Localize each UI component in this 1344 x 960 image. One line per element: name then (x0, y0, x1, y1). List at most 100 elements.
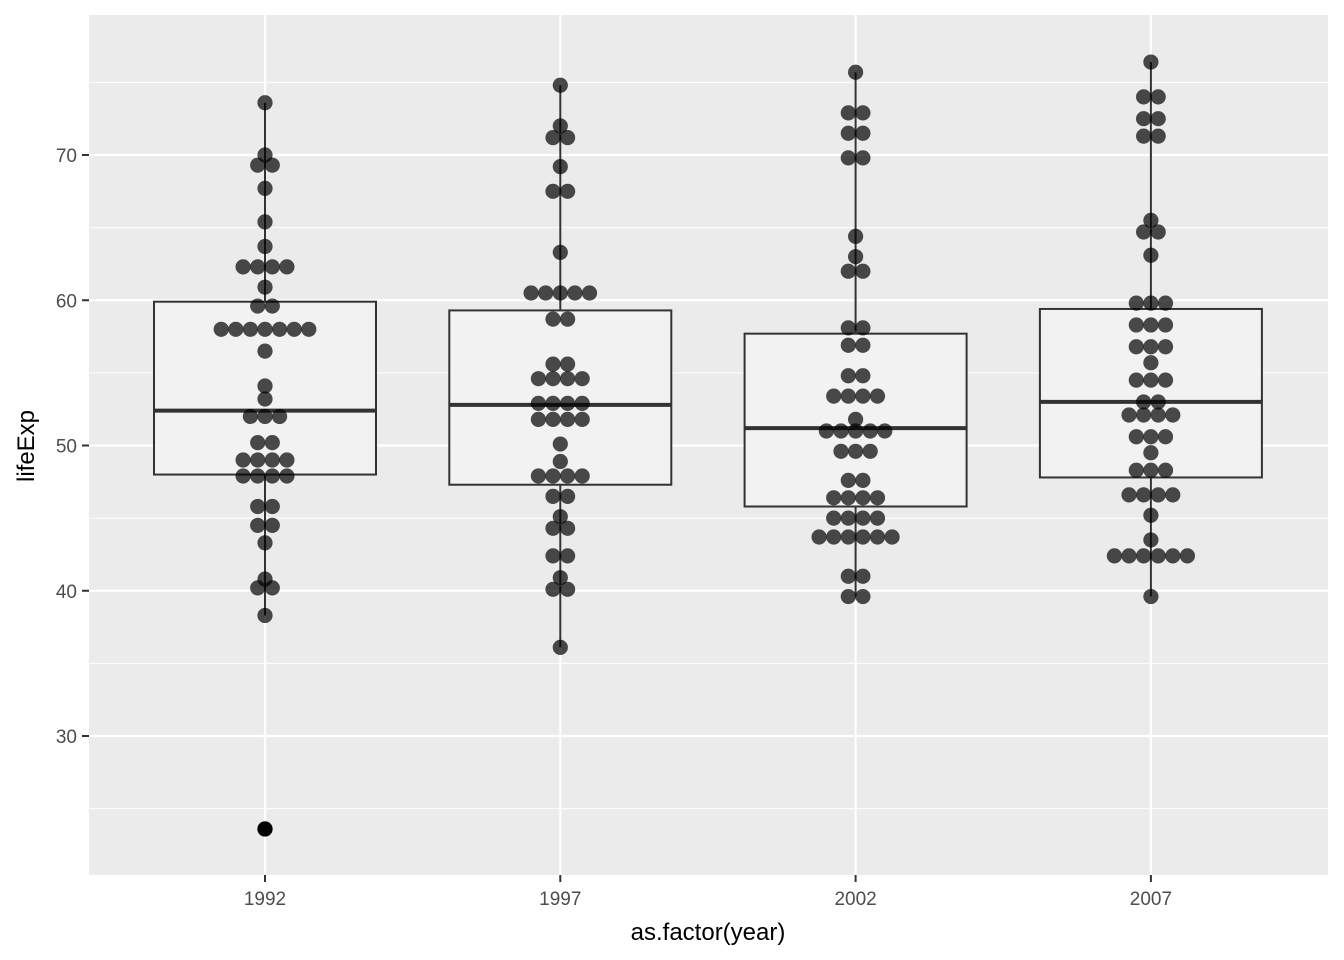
data-point (1136, 548, 1152, 564)
data-point (1157, 295, 1174, 311)
data-point (523, 285, 539, 301)
data-point (257, 321, 273, 337)
data-point (257, 607, 273, 624)
data-point (574, 395, 590, 411)
data-point (1157, 339, 1174, 355)
data-point (818, 423, 835, 439)
data-point (855, 320, 871, 336)
data-point (840, 472, 856, 488)
data-point (1143, 588, 1159, 605)
data-point (545, 371, 561, 387)
data-point (848, 64, 864, 80)
data-point (250, 434, 266, 451)
data-point (560, 411, 576, 427)
data-point (213, 321, 229, 337)
data-point (1150, 487, 1166, 503)
data-point (1143, 54, 1159, 70)
data-point (840, 510, 856, 526)
data-point (279, 468, 295, 484)
data-point (1106, 548, 1122, 564)
data-point (250, 468, 266, 484)
dots-1992 (213, 95, 317, 837)
data-point (257, 378, 273, 394)
data-point (264, 298, 280, 314)
data-point (235, 452, 251, 468)
data-point (1136, 407, 1152, 423)
data-point (264, 468, 280, 484)
data-point (257, 279, 273, 295)
data-point (242, 321, 258, 337)
data-point (545, 520, 561, 536)
data-point (855, 263, 871, 279)
data-point (855, 588, 871, 605)
data-point (264, 259, 280, 275)
data-point (840, 125, 856, 141)
x-tick-label: 2007 (1130, 889, 1172, 910)
data-point (1128, 462, 1144, 478)
data-point (545, 488, 561, 504)
data-point (1150, 548, 1166, 564)
data-point (840, 105, 856, 121)
data-point (257, 238, 273, 255)
data-point (855, 472, 871, 488)
x-tick-label: 1992 (244, 889, 286, 910)
y-tick-label: 50 (56, 437, 77, 458)
dots-2002 (811, 64, 900, 605)
data-point (257, 95, 273, 111)
data-point (877, 423, 893, 439)
data-point (250, 580, 266, 596)
data-point (1143, 429, 1159, 445)
data-point (848, 423, 864, 439)
data-point (574, 468, 590, 484)
data-point (1128, 295, 1144, 311)
data-point (560, 488, 576, 504)
data-point (279, 452, 295, 468)
data-point (545, 183, 561, 199)
data-point (560, 129, 576, 146)
data-point (840, 568, 856, 584)
data-point (869, 510, 886, 526)
data-point (1143, 247, 1159, 263)
data-point (552, 509, 568, 525)
data-point (264, 580, 280, 596)
x-axis-title: as.factor(year) (631, 919, 786, 946)
y-tick-label: 40 (56, 582, 77, 603)
data-point (840, 490, 856, 506)
data-point (1143, 532, 1159, 548)
data-point (855, 105, 871, 121)
data-point (272, 321, 288, 337)
data-point (552, 570, 568, 586)
data-point (552, 159, 568, 175)
x-tick-label: 2002 (834, 889, 876, 910)
data-point (264, 498, 280, 515)
y-tick-label: 30 (56, 727, 77, 748)
data-point (855, 125, 871, 141)
data-point (530, 411, 547, 427)
data-point (1157, 429, 1174, 445)
data-point (545, 311, 561, 327)
data-point (1136, 224, 1152, 240)
x-tick-label: 1997 (539, 889, 581, 910)
data-point (1128, 317, 1144, 333)
data-point (855, 568, 871, 584)
data-point (1165, 407, 1181, 423)
data-point (581, 285, 598, 301)
data-point (1150, 394, 1166, 410)
data-point (264, 452, 280, 468)
y-axis: 30 40 50 60 70 (56, 146, 89, 748)
data-point (1143, 355, 1159, 371)
data-point (552, 639, 568, 655)
data-point (552, 118, 568, 134)
data-point (826, 490, 842, 506)
data-point (560, 581, 576, 597)
data-point (855, 150, 871, 166)
data-point (250, 517, 266, 533)
data-point (552, 285, 568, 301)
data-point (560, 395, 576, 411)
data-point (567, 285, 583, 301)
data-point (855, 337, 871, 353)
data-point (1128, 372, 1144, 388)
data-point (1143, 372, 1159, 388)
data-point (840, 588, 856, 605)
data-point (1143, 507, 1159, 523)
